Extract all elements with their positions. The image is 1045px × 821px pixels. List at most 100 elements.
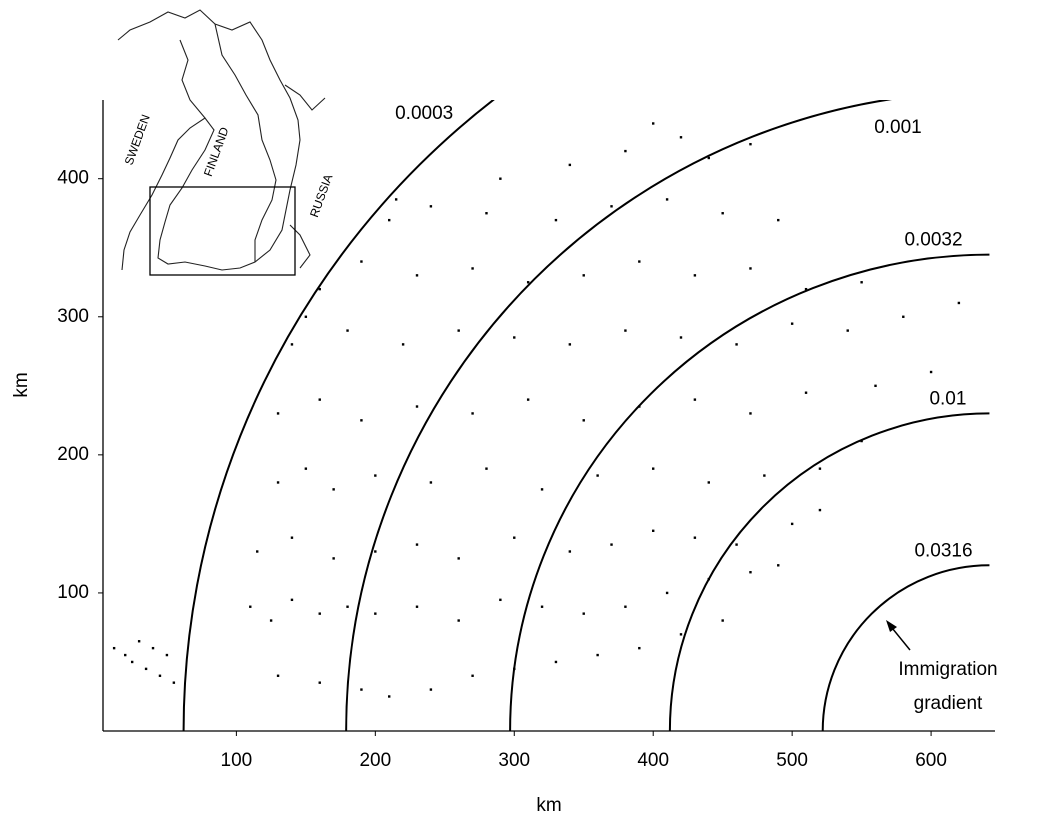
- point: [485, 467, 488, 470]
- y-tick-label: 300: [57, 306, 89, 327]
- point: [638, 260, 641, 263]
- point: [860, 439, 863, 443]
- point: [415, 543, 419, 546]
- point: [679, 633, 683, 636]
- arc-label: 0.0316: [914, 540, 972, 561]
- inset-map: SWEDEN FINLAND RUSSIA: [117, 9, 335, 276]
- point: [429, 481, 433, 484]
- point: [735, 343, 738, 346]
- point: [540, 488, 544, 491]
- map-label: SWEDEN: [122, 113, 153, 167]
- point: [471, 412, 474, 415]
- point: [290, 598, 294, 602]
- point: [846, 329, 849, 332]
- x-tick-label: 500: [776, 750, 808, 771]
- gradient-arc: [509, 253, 990, 731]
- annotation: Immigration: [898, 659, 997, 680]
- point: [388, 695, 391, 698]
- point: [457, 329, 460, 332]
- point: [526, 398, 530, 401]
- point: [679, 136, 683, 139]
- point: [693, 398, 697, 401]
- point: [693, 274, 697, 277]
- x-tick-label: 200: [359, 750, 391, 771]
- annotation: gradient: [914, 693, 983, 714]
- x-tick-label: 600: [915, 750, 947, 771]
- point: [540, 605, 544, 608]
- point: [304, 315, 308, 318]
- map-coast: [117, 9, 301, 271]
- point: [624, 605, 627, 608]
- point: [269, 619, 273, 622]
- x-tick-label: 300: [498, 750, 530, 771]
- point: [902, 315, 905, 318]
- point: [374, 550, 377, 553]
- point: [158, 674, 162, 677]
- point: [276, 674, 280, 677]
- point: [749, 412, 752, 415]
- point: [721, 212, 724, 215]
- point: [957, 301, 961, 305]
- point: [735, 543, 738, 546]
- point: [749, 267, 752, 270]
- y-axis-label: km: [11, 372, 32, 397]
- point: [874, 384, 877, 388]
- map-border: [179, 23, 277, 262]
- point: [707, 156, 710, 160]
- point: [429, 205, 433, 208]
- x-tick-label: 100: [221, 750, 253, 771]
- gradient-arc: [182, 100, 495, 731]
- point: [596, 474, 599, 477]
- point: [290, 536, 294, 539]
- y-tick-label: 100: [57, 582, 89, 603]
- point: [415, 605, 419, 608]
- point: [526, 281, 530, 284]
- point: [137, 640, 141, 643]
- inset-box: [149, 186, 296, 276]
- point: [513, 536, 516, 539]
- point: [332, 557, 335, 560]
- arc-label: 0.0032: [904, 230, 962, 251]
- point: [401, 343, 405, 346]
- point: [276, 412, 280, 415]
- annotation-arrowhead: [886, 620, 897, 632]
- point: [346, 605, 349, 608]
- point: [256, 550, 259, 553]
- point: [130, 660, 134, 664]
- point: [665, 591, 669, 595]
- point: [374, 474, 377, 477]
- point: [415, 274, 419, 277]
- point: [499, 177, 502, 180]
- point: [318, 612, 321, 615]
- point: [346, 329, 349, 332]
- gradient-arc: [345, 100, 894, 731]
- point: [638, 646, 641, 650]
- arc-label: 0.01: [929, 388, 966, 409]
- point: [499, 598, 502, 602]
- y-tick-label: 200: [57, 444, 89, 465]
- plot-area: [112, 100, 990, 731]
- point: [360, 688, 363, 691]
- point: [749, 142, 752, 146]
- point: [582, 274, 585, 277]
- point: [249, 605, 252, 608]
- point: [290, 343, 294, 346]
- arc-label: 0.001: [874, 117, 922, 138]
- point: [610, 543, 613, 546]
- arc-label: 0.0003: [395, 103, 453, 124]
- point: [332, 488, 335, 491]
- point: [151, 646, 155, 650]
- point: [388, 218, 391, 222]
- map-label: FINLAND: [201, 125, 232, 178]
- map-label: RUSSIA: [307, 172, 335, 219]
- point: [112, 646, 116, 650]
- point: [693, 536, 697, 539]
- point: [790, 522, 794, 526]
- point: [624, 329, 627, 332]
- point: [777, 564, 780, 567]
- point: [652, 122, 655, 125]
- point: [360, 419, 363, 422]
- point: [276, 481, 280, 484]
- point: [624, 149, 627, 153]
